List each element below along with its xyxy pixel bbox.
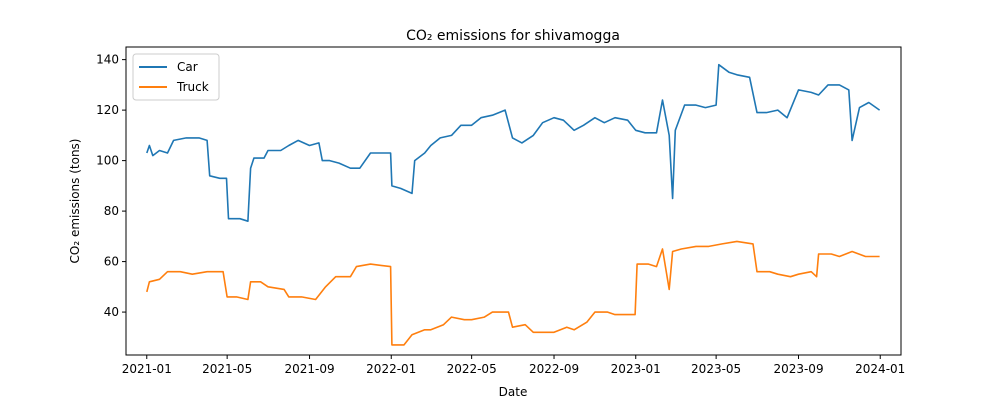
x-tick-label: 2022-01 bbox=[366, 362, 416, 376]
y-tick-label: 40 bbox=[104, 305, 119, 319]
legend-label-car: Car bbox=[177, 60, 198, 74]
legend-box bbox=[132, 53, 220, 101]
x-tick-label: 2022-05 bbox=[447, 362, 497, 376]
x-tick-label: 2023-09 bbox=[773, 362, 823, 376]
x-tick-label: 2023-05 bbox=[691, 362, 741, 376]
x-axis-label: Date bbox=[499, 385, 528, 399]
legend: Car Truck bbox=[132, 53, 220, 101]
x-tick-label: 2021-05 bbox=[202, 362, 252, 376]
y-axis-label: CO₂ emissions (tons) bbox=[68, 139, 82, 264]
x-tick-label: 2021-09 bbox=[284, 362, 334, 376]
chart-title: CO₂ emissions for shivamogga bbox=[406, 28, 620, 44]
y-tick-label: 120 bbox=[96, 103, 119, 117]
series-line-truck bbox=[146, 240, 880, 346]
series-line-car bbox=[146, 63, 881, 222]
x-tick-label: 2022-09 bbox=[529, 362, 579, 376]
plot-frame bbox=[125, 46, 902, 356]
y-tick-label: 140 bbox=[96, 53, 119, 67]
plot-lines bbox=[146, 63, 881, 346]
x-axis: 2021-01 2021-05 2021-09 2022-01 2022-05 2022-… bbox=[122, 355, 905, 376]
y-tick-label: 80 bbox=[104, 204, 119, 218]
legend-label-truck: Truck bbox=[176, 80, 209, 94]
x-tick-label: 2021-01 bbox=[122, 362, 172, 376]
x-tick-label: 2023-01 bbox=[611, 362, 661, 376]
x-tick-label: 2024-01 bbox=[855, 362, 905, 376]
y-tick-label: 60 bbox=[104, 255, 119, 269]
y-tick-label: 100 bbox=[96, 154, 119, 168]
y-axis: 40 60 80 100 120 140 bbox=[96, 53, 126, 319]
